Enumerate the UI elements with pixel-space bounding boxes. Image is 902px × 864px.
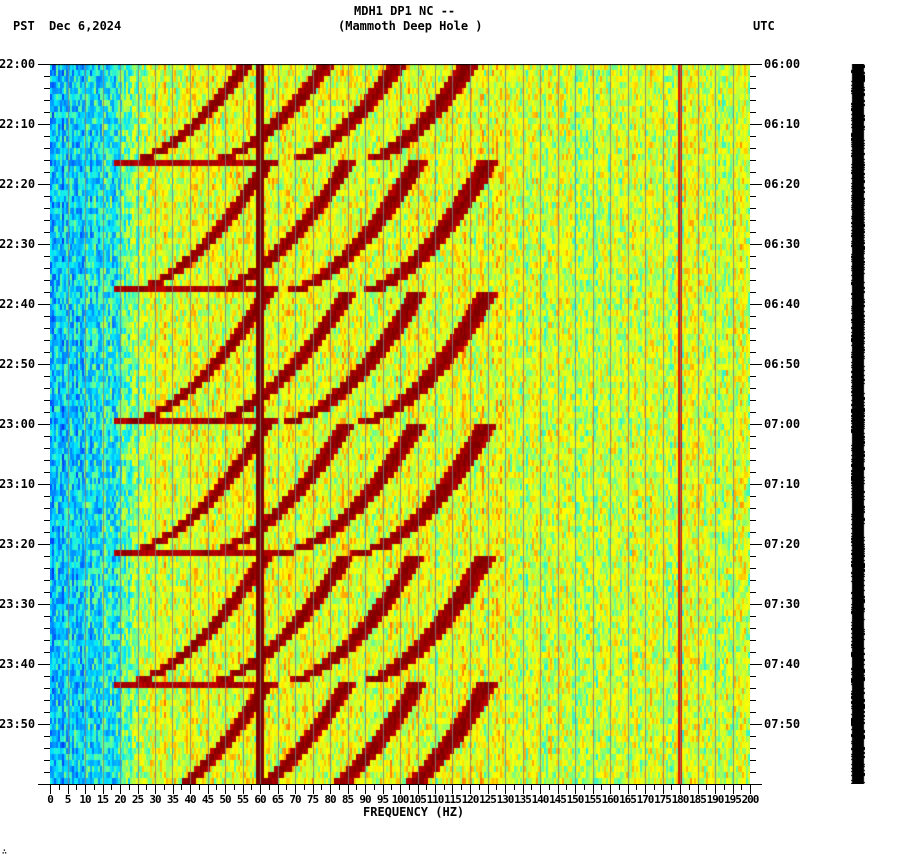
y-tick-label-left: 23:50: [0, 717, 36, 731]
y-tick-label-right: 06:10: [764, 117, 801, 131]
x-tick-label: 145: [549, 793, 567, 806]
x-tick-label: 155: [584, 793, 602, 806]
x-tick-label: 105: [409, 793, 427, 806]
x-tick-label: 135: [514, 793, 532, 806]
x-tick-label: 20: [114, 793, 126, 806]
x-tick-label: 190: [706, 793, 725, 806]
y-tick-label-right: 06:40: [764, 297, 801, 311]
right-timezone-label: UTC: [753, 19, 775, 33]
x-tick-label: 120: [461, 793, 480, 806]
x-tick-label: 40: [184, 793, 196, 806]
y-tick-label-left: 22:20: [0, 177, 36, 191]
y-tick-label-left: 22:40: [0, 297, 36, 311]
x-tick-label: 30: [149, 793, 161, 806]
y-tick-label-right: 07:20: [764, 537, 801, 551]
y-tick-label-right: 07:30: [764, 597, 801, 611]
x-tick-label: 15: [96, 793, 109, 806]
x-tick-label: 175: [654, 793, 672, 806]
y-tick-label-right: 07:40: [764, 657, 801, 671]
spectrogram-plot: [50, 64, 750, 784]
header-title: MDH1 DP1 NC --: [354, 4, 456, 18]
y-tick-label-left: 23:30: [0, 597, 36, 611]
x-tick-label: 0: [47, 793, 54, 806]
x-tick-label: 100: [391, 793, 410, 806]
x-tick-label: 115: [444, 793, 462, 806]
x-tick-label: 165: [619, 793, 637, 806]
y-tick-label-left: 23:20: [0, 537, 36, 551]
footer-mark: ∴: [2, 847, 7, 856]
y-tick-label-right: 07:50: [764, 717, 801, 731]
x-tick-label: 125: [479, 793, 497, 806]
y-tick-label-left: 22:30: [0, 237, 36, 251]
x-tick-label: 90: [359, 793, 371, 806]
x-tick-label: 130: [496, 793, 515, 806]
x-tick-label: 50: [219, 793, 231, 806]
x-tick-label: 95: [376, 793, 389, 806]
x-tick-label: 80: [324, 793, 336, 806]
x-tick-label: 60: [254, 793, 266, 806]
y-tick-label-left: 23:10: [0, 477, 36, 491]
x-tick-label: 110: [426, 793, 445, 806]
amplitude-bar: [851, 64, 865, 784]
x-tick-label: 185: [689, 793, 707, 806]
y-tick-label-right: 07:10: [764, 477, 801, 491]
x-tick-label: 10: [79, 793, 91, 806]
x-tick-label: 200: [741, 793, 760, 806]
x-tick-label: 65: [271, 793, 284, 806]
x-tick-label: 160: [601, 793, 620, 806]
y-tick-label-right: 06:30: [764, 237, 801, 251]
header-subtitle: (Mammoth Deep Hole ): [338, 19, 483, 33]
y-tick-label-right: 06:20: [764, 177, 801, 191]
x-tick-label: 140: [531, 793, 550, 806]
y-tick-label-left: 23:00: [0, 417, 36, 431]
x-axis-title: FREQUENCY (HZ): [363, 805, 465, 819]
x-tick-label: 195: [724, 793, 742, 806]
x-tick-label: 55: [236, 793, 249, 806]
date-label: Dec 6,2024: [49, 19, 122, 33]
y-tick-label-right: 06:00: [764, 57, 801, 71]
x-tick-label: 75: [306, 793, 319, 806]
y-tick-label-left: 22:00: [0, 57, 36, 71]
x-tick-label: 25: [131, 793, 144, 806]
y-tick-label-left: 22:50: [0, 357, 36, 371]
left-timezone-label: PST: [13, 19, 35, 33]
x-tick-label: 170: [636, 793, 655, 806]
y-tick-label-left: 23:40: [0, 657, 36, 671]
x-tick-label: 180: [671, 793, 690, 806]
x-tick-label: 150: [566, 793, 585, 806]
y-tick-label-right: 07:00: [764, 417, 801, 431]
x-tick-label: 70: [289, 793, 301, 806]
x-tick-label: 45: [201, 793, 214, 806]
x-tick-label: 5: [64, 793, 72, 806]
y-tick-label-right: 06:50: [764, 357, 801, 371]
y-tick-label-left: 22:10: [0, 117, 36, 131]
x-tick-label: 85: [341, 793, 354, 806]
x-tick-label: 35: [166, 793, 179, 806]
